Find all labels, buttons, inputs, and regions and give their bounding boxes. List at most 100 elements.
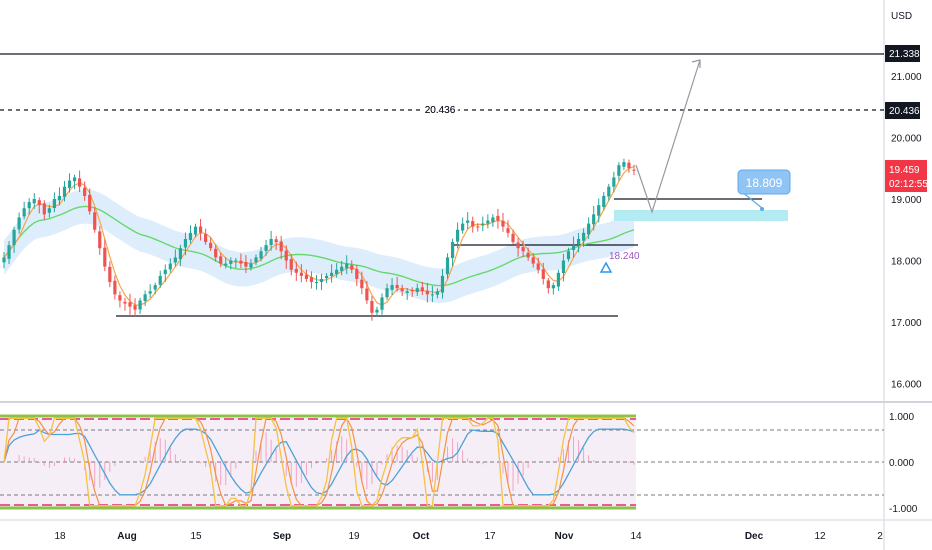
- candle-body[interactable]: [304, 274, 308, 279]
- candle-body[interactable]: [309, 277, 314, 283]
- candle-body[interactable]: [173, 257, 177, 263]
- candle-body[interactable]: [158, 275, 162, 285]
- candle-body[interactable]: [425, 290, 429, 295]
- candle-body[interactable]: [516, 242, 520, 249]
- candle-body[interactable]: [138, 300, 142, 310]
- time-axis[interactable]: 18 Aug 15 Sep 19 Oct 17 Nov 14 Dec 12 2: [54, 531, 883, 542]
- candle-body[interactable]: [133, 305, 137, 310]
- candle-body[interactable]: [234, 260, 238, 262]
- candle-body[interactable]: [400, 288, 404, 292]
- candle-body[interactable]: [52, 199, 56, 209]
- candle-body[interactable]: [506, 228, 510, 233]
- target-zone[interactable]: [614, 210, 788, 221]
- candle-body[interactable]: [153, 285, 157, 290]
- projection-path[interactable]: [635, 59, 701, 214]
- candle-body[interactable]: [17, 217, 21, 230]
- candle-body[interactable]: [582, 232, 586, 241]
- candle-body[interactable]: [239, 260, 243, 264]
- candle-body[interactable]: [420, 287, 424, 292]
- candle-body[interactable]: [198, 226, 203, 233]
- candle-body[interactable]: [375, 309, 379, 313]
- candle-body[interactable]: [345, 263, 349, 269]
- candle-body[interactable]: [592, 214, 596, 225]
- candle-body[interactable]: [183, 238, 188, 248]
- candle-body[interactable]: [390, 285, 394, 290]
- candle-body[interactable]: [440, 275, 445, 293]
- candle-body[interactable]: [466, 220, 470, 223]
- candle-body[interactable]: [319, 278, 324, 283]
- candle-body[interactable]: [450, 242, 455, 259]
- candle-body[interactable]: [632, 169, 636, 171]
- candle-body[interactable]: [22, 208, 26, 217]
- candle-body[interactable]: [249, 263, 253, 268]
- candle-body[interactable]: [259, 251, 263, 259]
- candle-body[interactable]: [607, 186, 611, 197]
- candle-body[interactable]: [350, 265, 354, 270]
- candle-body[interactable]: [385, 288, 389, 298]
- candle-body[interactable]: [617, 165, 621, 176]
- candle-body[interactable]: [88, 194, 92, 212]
- candle-body[interactable]: [118, 295, 122, 301]
- candle-body[interactable]: [188, 232, 193, 240]
- candle-body[interactable]: [551, 285, 555, 289]
- candle-body[interactable]: [93, 212, 97, 230]
- candle-body[interactable]: [274, 239, 278, 243]
- candle-body[interactable]: [486, 220, 490, 224]
- candle-body[interactable]: [410, 289, 414, 292]
- candle-body[interactable]: [72, 177, 77, 182]
- candle-body[interactable]: [57, 195, 62, 201]
- candle-body[interactable]: [284, 250, 288, 261]
- candle-body[interactable]: [476, 226, 480, 228]
- candle-body[interactable]: [541, 269, 545, 279]
- candle-body[interactable]: [244, 261, 248, 267]
- candle-body[interactable]: [83, 187, 87, 196]
- candle-body[interactable]: [536, 263, 540, 270]
- candle-body[interactable]: [148, 291, 152, 294]
- candle-body[interactable]: [47, 208, 51, 213]
- candle-body[interactable]: [561, 260, 566, 274]
- candle-body[interactable]: [7, 245, 11, 259]
- candle-body[interactable]: [108, 266, 112, 283]
- candle-body[interactable]: [612, 177, 616, 187]
- candle-body[interactable]: [163, 269, 167, 275]
- candle-body[interactable]: [461, 223, 465, 231]
- candle-body[interactable]: [12, 229, 16, 246]
- candle-body[interactable]: [264, 245, 268, 251]
- candle-body[interactable]: [501, 220, 505, 227]
- candle-body[interactable]: [224, 263, 228, 266]
- oscillator-axis[interactable]: 1.000 0.000 -1.000: [889, 412, 918, 515]
- candle-body[interactable]: [279, 241, 283, 252]
- candle-body[interactable]: [143, 294, 147, 302]
- candle-body[interactable]: [219, 256, 223, 264]
- candle-body[interactable]: [299, 272, 303, 276]
- candle-body[interactable]: [289, 259, 293, 270]
- candle-body[interactable]: [254, 257, 258, 263]
- candle-body[interactable]: [178, 248, 182, 260]
- candle-body[interactable]: [42, 203, 46, 215]
- candle-body[interactable]: [365, 288, 369, 301]
- candle-body[interactable]: [597, 205, 601, 216]
- candle-body[interactable]: [32, 199, 36, 204]
- price-axis[interactable]: 21.000 20.000 19.000 18.000 17.000 16.000: [891, 72, 922, 391]
- candle-body[interactable]: [496, 215, 500, 221]
- candle-body[interactable]: [576, 238, 581, 245]
- candle-body[interactable]: [566, 251, 571, 260]
- candle-body[interactable]: [269, 238, 273, 245]
- candle-body[interactable]: [330, 272, 334, 276]
- candle-body[interactable]: [360, 279, 364, 289]
- candle-body[interactable]: [491, 217, 495, 223]
- candle-body[interactable]: [587, 223, 591, 235]
- candle-body[interactable]: [415, 288, 419, 293]
- candles[interactable]: [2, 158, 636, 321]
- candle-body[interactable]: [526, 252, 530, 258]
- candle-body[interactable]: [546, 280, 550, 289]
- candle-body[interactable]: [370, 301, 374, 313]
- candle-body[interactable]: [511, 233, 515, 243]
- candle-body[interactable]: [435, 291, 440, 295]
- candle-body[interactable]: [67, 180, 72, 188]
- candle-body[interactable]: [571, 245, 576, 251]
- candle-body[interactable]: [531, 257, 535, 264]
- candle-body[interactable]: [193, 226, 198, 235]
- candle-body[interactable]: [380, 297, 384, 310]
